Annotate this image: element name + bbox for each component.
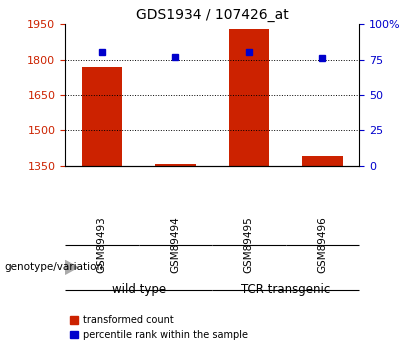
Text: wild type: wild type bbox=[112, 283, 165, 296]
Text: GSM89494: GSM89494 bbox=[171, 217, 180, 273]
Text: GSM89493: GSM89493 bbox=[97, 217, 107, 273]
Text: GSM89496: GSM89496 bbox=[318, 217, 327, 273]
Legend: transformed count, percentile rank within the sample: transformed count, percentile rank withi… bbox=[70, 315, 248, 340]
Polygon shape bbox=[65, 260, 78, 274]
Title: GDS1934 / 107426_at: GDS1934 / 107426_at bbox=[136, 8, 289, 22]
Bar bbox=[81, 67, 122, 166]
Text: TCR transgenic: TCR transgenic bbox=[241, 283, 330, 296]
Text: GSM89495: GSM89495 bbox=[244, 217, 254, 273]
Bar bbox=[302, 156, 343, 166]
Bar bbox=[228, 29, 269, 166]
Bar bbox=[155, 164, 196, 166]
Text: genotype/variation: genotype/variation bbox=[4, 263, 103, 272]
